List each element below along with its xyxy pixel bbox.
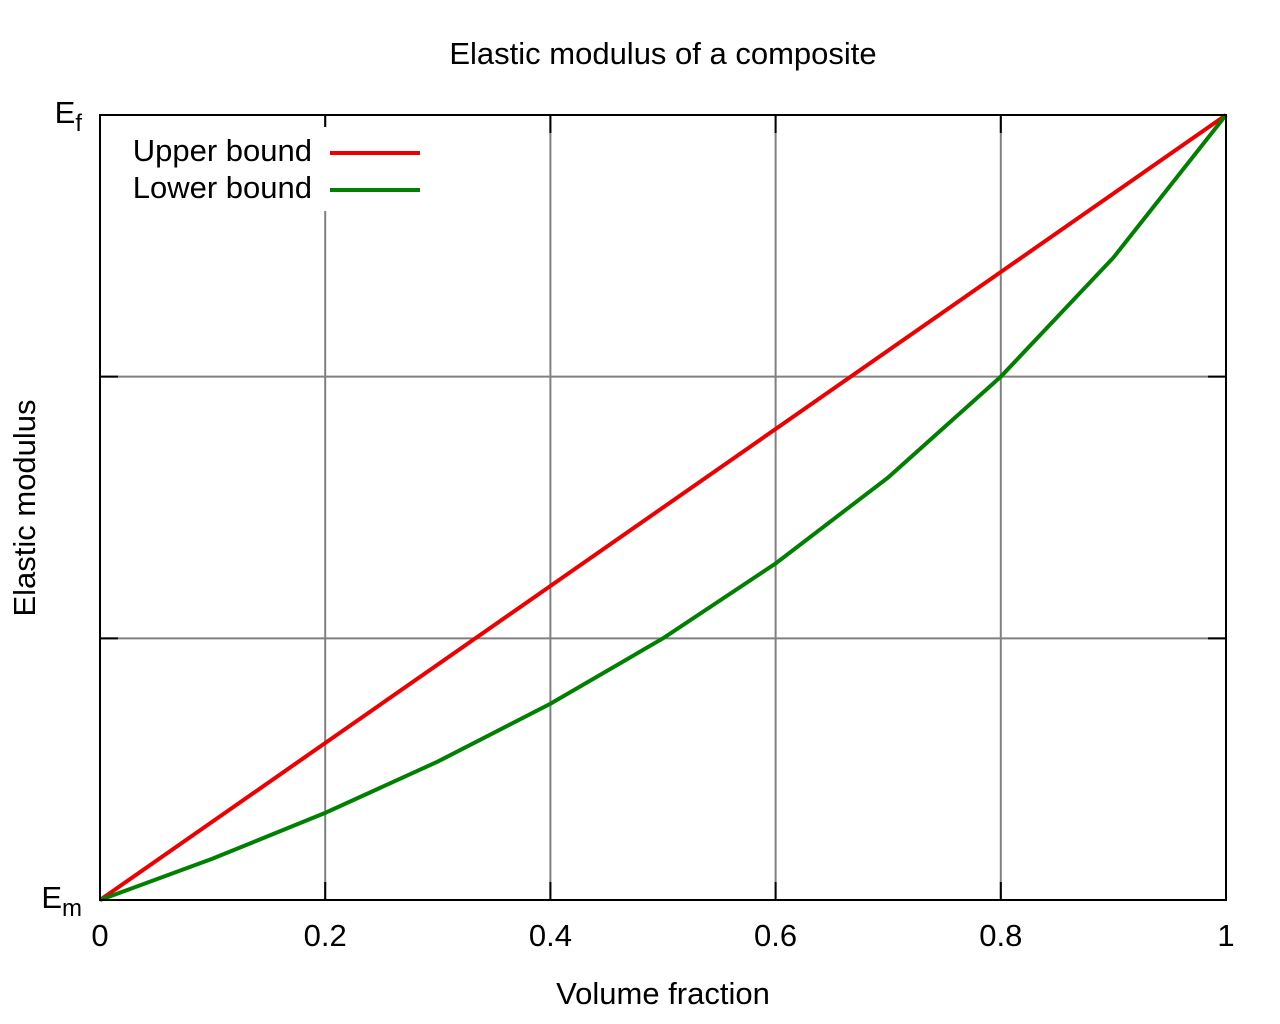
legend-box xyxy=(108,127,428,211)
plot-border xyxy=(99,114,1227,901)
chart-title: Elastic modulus of a composite xyxy=(449,36,876,71)
y-tick-label-main: E xyxy=(55,95,76,130)
legend-label: Upper bound xyxy=(133,133,312,168)
x-tick-label: 0.6 xyxy=(754,918,797,953)
x-axis-label: Volume fraction xyxy=(556,976,770,1011)
x-tick-label: 1 xyxy=(1217,918,1234,953)
y-axis-label: Elastic modulus xyxy=(7,399,42,616)
y-tick-label: Em xyxy=(41,880,82,922)
x-tick-label: 0 xyxy=(91,918,108,953)
y-tick-label-sub: f xyxy=(75,110,82,137)
y-tick-label: Ef xyxy=(55,95,83,137)
data-line xyxy=(98,113,1228,902)
x-tick-label: 0.8 xyxy=(979,918,1022,953)
data-line xyxy=(99,113,1228,902)
x-tick-label: 0.4 xyxy=(529,918,572,953)
x-tick-label: 0.2 xyxy=(304,918,347,953)
y-tick-label-sub: m xyxy=(62,895,82,922)
y-tick-label-main: E xyxy=(41,880,62,915)
legend-label: Lower bound xyxy=(133,170,312,205)
